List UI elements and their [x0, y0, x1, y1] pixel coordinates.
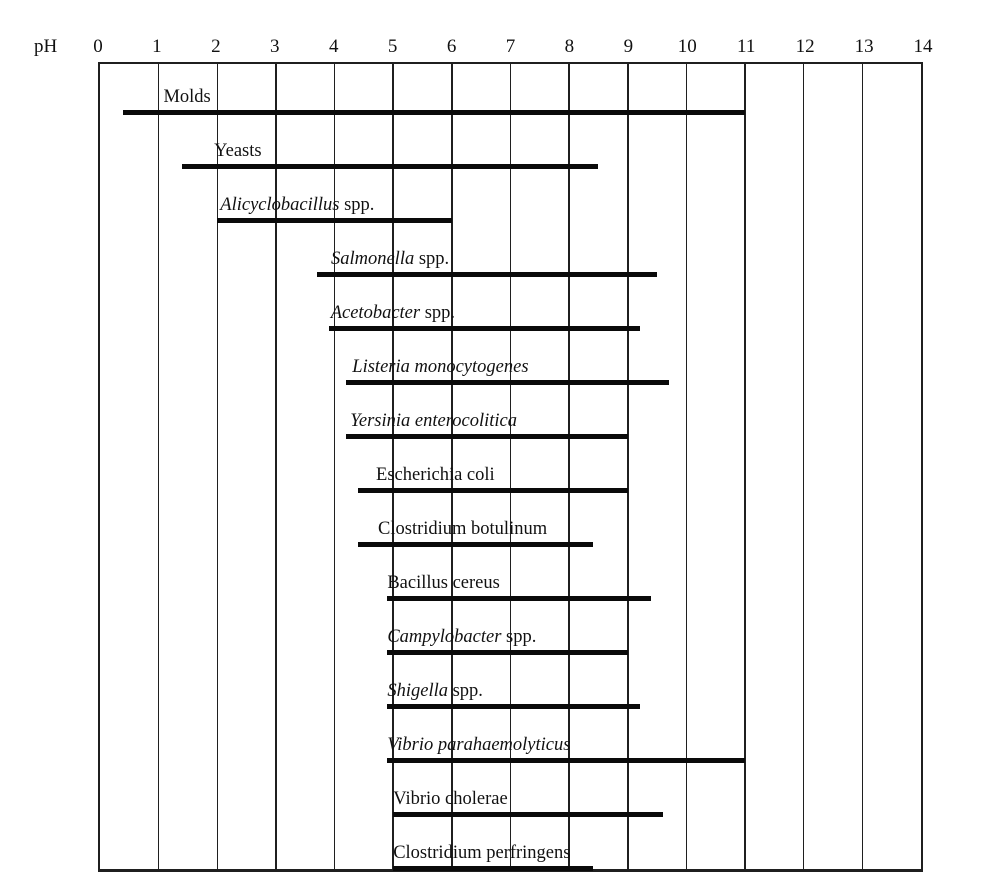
- organism-row: Shigella spp.: [100, 658, 921, 712]
- organism-label: Vibrio cholerae: [393, 789, 507, 810]
- organism-label-segment: spp.: [501, 627, 537, 647]
- organism-label-segment: spp.: [420, 303, 456, 323]
- ph-range-bar: [393, 812, 663, 817]
- ph-tick: 0: [93, 36, 103, 57]
- ph-range-bar: [387, 758, 746, 763]
- ph-tick: 7: [505, 36, 516, 57]
- organism-label: Molds: [163, 87, 210, 108]
- gridline: [802, 64, 805, 869]
- gridline: [685, 64, 688, 869]
- organism-label-segment: Vibrio parahaemolyticus: [387, 735, 571, 755]
- ph-range-bar: [182, 164, 599, 169]
- organism-row: Campylobacter spp.: [100, 604, 921, 658]
- gridline: [509, 64, 512, 869]
- organism-label-segment: Clostridium perfringens: [393, 843, 571, 863]
- organism-label-segment: Escherichia coli: [376, 465, 495, 485]
- ph-range-bar: [387, 596, 652, 601]
- organism-label-segment: Shigella: [387, 681, 448, 701]
- organism-row: Bacillus cereus: [100, 550, 921, 604]
- organism-label: Vibrio parahaemolyticus: [387, 735, 570, 756]
- organism-label-segment: spp.: [447, 681, 483, 701]
- ph-tick: 1: [152, 36, 162, 57]
- organism-label: Listeria monocytogenes: [352, 357, 528, 378]
- organism-row: Yeasts: [100, 118, 921, 172]
- organism-label-segment: Acetobacter: [330, 303, 421, 323]
- ph-range-bar: [346, 380, 669, 385]
- organism-row: Salmonella spp.: [100, 226, 921, 280]
- ph-tick: 6: [446, 36, 457, 57]
- ph-tick: 3: [270, 36, 280, 57]
- ph-tick: 8: [564, 36, 575, 57]
- organism-label-segment: Clostridium botulinum: [378, 519, 548, 539]
- organism-label-segment: Alicyclobacillus: [220, 195, 340, 215]
- organism-row: Yersinia enterocolitica: [100, 388, 921, 442]
- organism-row: Clostridium perfringens: [100, 820, 921, 874]
- organism-label-segment: Vibrio cholerae: [393, 789, 508, 809]
- ph-axis-ticks: 0 1 2 3 4 5 6 7 8 9 10 11 12 13 14: [93, 36, 932, 60]
- organism-label: Clostridium botulinum: [378, 519, 547, 540]
- gridline: [157, 64, 160, 869]
- organism-row: Acetobacter spp.: [100, 280, 921, 334]
- ph-tick: 9: [623, 36, 634, 57]
- ph-range-bar: [346, 434, 628, 439]
- gridline: [744, 64, 746, 869]
- organism-label: Campylobacter spp.: [387, 627, 536, 648]
- organism-label: Bacillus cereus: [387, 573, 500, 594]
- organism-row: Escherichia coli: [100, 442, 921, 496]
- ph-range-bar: [217, 218, 452, 223]
- ph-axis-label: pH: [34, 36, 58, 57]
- ph-range-bar: [328, 326, 640, 331]
- ph-range-bar: [358, 542, 593, 547]
- ph-range-bar: [358, 488, 628, 493]
- organism-row: Vibrio parahaemolyticus: [100, 712, 921, 766]
- gridline: [333, 64, 336, 869]
- organism-row: Vibrio cholerae: [100, 766, 921, 820]
- ph-tick: 12: [795, 36, 815, 57]
- ph-range-bar: [316, 272, 658, 277]
- ph-range-bar: [123, 110, 746, 115]
- ph-tick: 5: [387, 36, 398, 57]
- organism-row: Listeria monocytogenes: [100, 334, 921, 388]
- organism-label-segment: spp.: [339, 195, 375, 215]
- gridline: [568, 64, 570, 869]
- gridline: [627, 64, 629, 869]
- organism-label: Alicyclobacillus spp.: [220, 195, 374, 216]
- organism-label: Acetobacter spp.: [331, 303, 455, 324]
- ph-tick: 14: [913, 36, 933, 57]
- organism-label: Escherichia coli: [376, 465, 495, 486]
- organism-label-segment: Listeria monocytogenes: [352, 357, 529, 377]
- ph-tick: 2: [211, 36, 221, 57]
- gridline: [861, 64, 864, 869]
- organism-label-segment: Salmonella: [330, 249, 415, 269]
- gridline: [216, 64, 219, 869]
- organism-row: Molds: [100, 64, 921, 118]
- organism-label-segment: Molds: [163, 87, 211, 107]
- organism-row: Clostridium botulinum: [100, 496, 921, 550]
- organism-label: Yeasts: [214, 141, 261, 162]
- ph-range-bar: [387, 650, 628, 655]
- organism-row: Alicyclobacillus spp.: [100, 172, 921, 226]
- organism-label: Yersinia enterocolitica: [350, 411, 517, 432]
- organism-label-segment: Campylobacter: [387, 627, 502, 647]
- organism-label-segment: Yersinia enterocolitica: [350, 411, 517, 431]
- organism-label: Salmonella spp.: [331, 249, 449, 270]
- organism-label-segment: spp.: [414, 249, 450, 269]
- organism-label-segment: Bacillus cereus: [387, 573, 500, 593]
- plot-area: Molds Yeasts Alicyclobacillus spp. Salmonel…: [98, 62, 923, 872]
- ph-tick: 10: [677, 36, 697, 57]
- organism-label: Clostridium perfringens: [393, 843, 570, 864]
- ph-tick: 4: [328, 36, 339, 57]
- organism-label: Shigella spp.: [387, 681, 483, 702]
- ph-range-bar: [387, 704, 640, 709]
- gridline: [451, 64, 453, 869]
- gridline: [275, 64, 277, 869]
- ph-tick: 13: [854, 36, 874, 57]
- gridline: [392, 64, 394, 869]
- organism-label-segment: Yeasts: [214, 141, 262, 161]
- ph-tick: 11: [737, 36, 756, 57]
- ph-range-bar: [393, 866, 593, 871]
